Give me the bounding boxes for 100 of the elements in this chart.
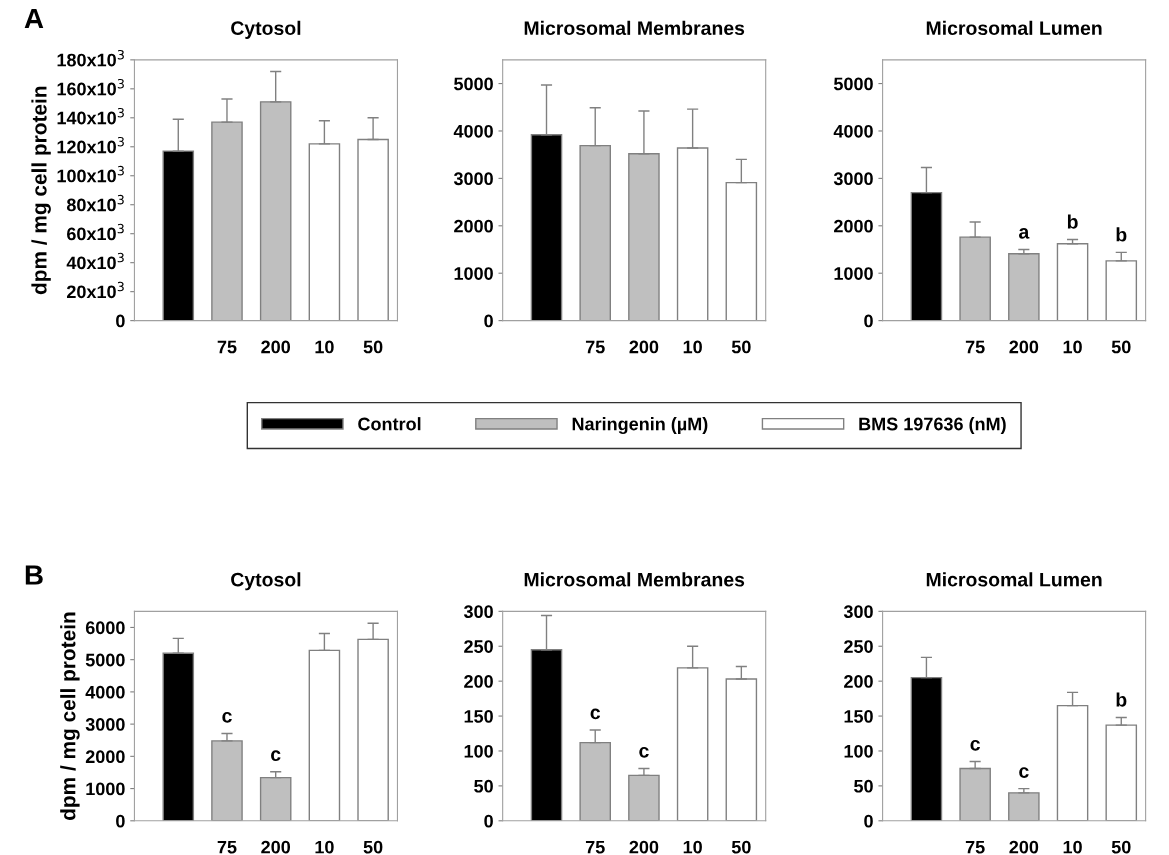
bar <box>959 236 991 321</box>
chart-title: Microsomal Membranes <box>524 20 745 36</box>
x-tick-label: 10 <box>683 840 702 854</box>
y-tick-label: 100 <box>464 744 493 758</box>
bar <box>308 143 341 321</box>
bar <box>676 667 709 821</box>
x-tick-label: 75 <box>217 840 237 854</box>
bar <box>211 121 243 321</box>
x-tick-label: 50 <box>363 840 383 854</box>
y-tick-label: 0 <box>484 814 493 828</box>
y-tick-label: 300 <box>843 605 873 619</box>
y-tick-label: 100x10$^{3}$ <box>57 165 124 183</box>
x-tick-label: 10 <box>315 340 334 354</box>
annotation: c <box>271 750 281 762</box>
y-tick-label: 0 <box>864 814 873 828</box>
bar <box>162 150 195 321</box>
y-tick-label: 3000 <box>453 172 493 186</box>
x-tick-label: 50 <box>1111 340 1131 354</box>
y-axis-title: dpm / mg cell protein <box>60 612 80 820</box>
y-tick-label: 250 <box>464 640 493 653</box>
y-tick-label: 200 <box>464 675 493 688</box>
annotation: c <box>970 740 980 751</box>
text: B <box>25 565 43 585</box>
y-tick-label: 20x10$^{3}$ <box>66 281 124 299</box>
x-tick-label: 50 <box>731 840 751 854</box>
bar <box>1056 243 1089 321</box>
chart-title: Cytosol <box>231 20 301 39</box>
bar <box>1105 724 1138 821</box>
bar <box>259 776 292 821</box>
x-tick-label: 75 <box>965 340 985 354</box>
y-tick-label: 6000 <box>85 621 125 635</box>
y-tick-label: 2000 <box>834 219 873 233</box>
annotation: b <box>1116 227 1127 242</box>
y-tick-label: 60x10$^{3}$ <box>67 223 124 241</box>
y-tick-label: 2000 <box>454 219 493 233</box>
y-tick-label: 0 <box>484 314 493 328</box>
y-tick-label: 5000 <box>85 653 125 667</box>
y-tick-label: 200 <box>844 675 873 688</box>
x-tick-label: 200 <box>629 340 659 354</box>
x-tick-label: 50 <box>731 340 751 354</box>
y-tick-label: 5000 <box>833 77 873 91</box>
x-tick-label: 75 <box>585 340 605 354</box>
annotation: c <box>1019 767 1029 778</box>
y-tick-label: 4000 <box>453 124 493 138</box>
x-tick-label: 10 <box>683 340 702 354</box>
bar <box>1105 260 1138 321</box>
x-tick-label: 50 <box>363 340 383 354</box>
y-tick-label: 160x10$^{3}$ <box>57 78 124 96</box>
y-tick-label: 120x10$^{3}$ <box>57 136 124 154</box>
x-tick-label: 200 <box>1009 340 1039 354</box>
y-tick-label: 150 <box>464 710 493 723</box>
x-tick-label: 10 <box>315 840 334 854</box>
bar <box>211 740 243 821</box>
legend-label: Control <box>358 417 421 431</box>
annotation: b <box>1067 214 1078 229</box>
bar <box>1008 792 1040 821</box>
bar <box>1008 253 1040 321</box>
y-tick-label: 40x10$^{3}$ <box>66 252 124 270</box>
annotation: b <box>1116 692 1127 707</box>
y-tick-label: 4000 <box>85 685 125 699</box>
bar <box>259 101 292 321</box>
y-tick-label: 0 <box>864 314 873 328</box>
chart-title: Microsomal Lumen <box>926 572 1102 587</box>
bar <box>725 678 758 821</box>
y-tick-label: 3000 <box>833 172 873 186</box>
y-tick-label: 4000 <box>833 124 873 138</box>
x-tick-label: 50 <box>1111 840 1131 854</box>
y-tick-label: 1000 <box>834 267 873 280</box>
x-tick-label: 75 <box>217 340 237 354</box>
chart-title: Cytosol <box>231 572 301 591</box>
annotation: c <box>222 712 232 723</box>
x-tick-label: 75 <box>965 840 985 854</box>
annotation: a <box>1019 228 1030 239</box>
y-tick-label: 50 <box>854 779 873 793</box>
legend-label: Naringenin (µM) <box>572 417 708 435</box>
y-tick-label: 150 <box>844 710 873 723</box>
y-tick-label: 1000 <box>454 267 493 280</box>
x-tick-label: 10 <box>1063 340 1082 354</box>
annotation: c <box>639 746 649 758</box>
x-tick-label: 10 <box>1063 840 1082 854</box>
x-tick-label: 200 <box>629 840 659 854</box>
legend-label: BMS 197636 (nM) <box>859 417 1006 434</box>
y-tick-label: 3000 <box>85 718 125 731</box>
y-tick-label: 2000 <box>85 750 125 764</box>
y-tick-label: 80x10$^{3}$ <box>66 194 124 212</box>
y-tick-label: 140x10$^{3}$ <box>57 107 124 125</box>
x-tick-label: 200 <box>1009 840 1039 854</box>
y-tick-label: 5000 <box>454 77 493 91</box>
y-tick-label: 300 <box>463 605 493 619</box>
y-tick-label: 180x10$^{3}$ <box>57 49 124 67</box>
y-tick-label: 1000 <box>86 782 125 796</box>
y-tick-label: 250 <box>844 640 873 653</box>
text: A <box>24 8 44 29</box>
y-tick-label: 50 <box>474 779 493 793</box>
chart-title: Microsomal Membranes <box>524 572 745 587</box>
y-tick-label: 0 <box>116 814 125 828</box>
chart-title: Microsomal Lumen <box>926 20 1102 36</box>
bar <box>676 147 709 321</box>
x-tick-label: 200 <box>261 340 291 354</box>
y-axis-title: dpm / mg cell protein <box>31 86 51 295</box>
